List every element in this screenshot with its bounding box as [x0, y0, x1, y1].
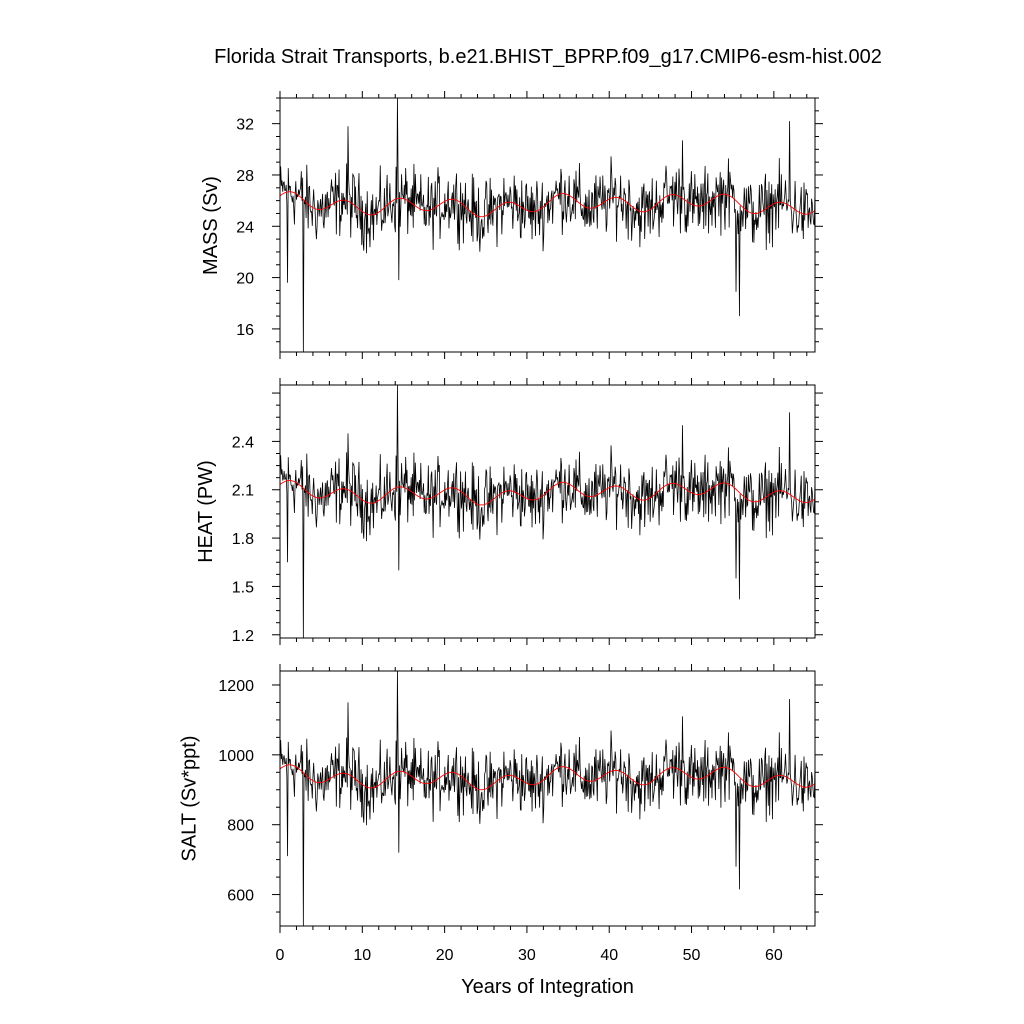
series-line-raw-salt [280, 671, 815, 926]
panel-salt: 600 800 1000 1200 0 10 20 30 40 50 60 [218, 664, 823, 964]
x-tick-label: 10 [353, 947, 371, 964]
y-tick-label: 2.1 [232, 483, 254, 500]
axes-frame-salt [279, 670, 816, 927]
x-tick-label: 30 [518, 947, 536, 964]
y-tick-label: 1000 [218, 748, 254, 765]
x-tick-label: 40 [600, 947, 618, 964]
y-tick-label: 28 [236, 168, 254, 185]
y-axis-label-salt: SALT (Sv*ppt) [178, 735, 201, 862]
y-tick-label: 1.8 [232, 531, 254, 548]
x-tick-label: 60 [765, 947, 783, 964]
x-tick-label: 0 [276, 947, 285, 964]
y-tick-label: 32 [236, 117, 254, 134]
y-axis-label-heat: HEAT (PW) [194, 460, 217, 563]
x-tick-label: 20 [436, 947, 454, 964]
axes-frame-mass [279, 97, 816, 353]
y-axis-label-mass: MASS (Sv) [199, 175, 222, 275]
y-tick-label: 1.2 [232, 628, 254, 645]
series-line-raw-mass [280, 98, 815, 352]
series-line-smoothed-mass [280, 191, 815, 218]
y-tick-label: 16 [236, 322, 254, 339]
y-tick-label: 2.4 [232, 434, 254, 451]
y-tick-label: 1.5 [232, 579, 254, 596]
panel-heat: 1.2 1.5 1.8 2.1 2.4 [232, 378, 823, 645]
y-tick-label: 800 [227, 818, 254, 835]
series-line-raw-heat [280, 385, 815, 638]
y-tick-label: 1200 [218, 678, 254, 695]
y-tick-label: 20 [236, 271, 254, 288]
y-tick-label: 600 [227, 888, 254, 905]
chart-title: Florida Strait Transports, b.e21.BHIST_B… [214, 46, 882, 68]
axes-frame-heat [279, 384, 816, 639]
panel-mass: 16 20 24 28 32 [236, 91, 823, 359]
series-line-smoothed-heat [280, 480, 815, 506]
x-axis-label: Years of Integration [461, 976, 634, 998]
x-tick-label: 50 [683, 947, 701, 964]
series-line-smoothed-salt [280, 764, 815, 791]
y-tick-label: 24 [236, 219, 254, 236]
